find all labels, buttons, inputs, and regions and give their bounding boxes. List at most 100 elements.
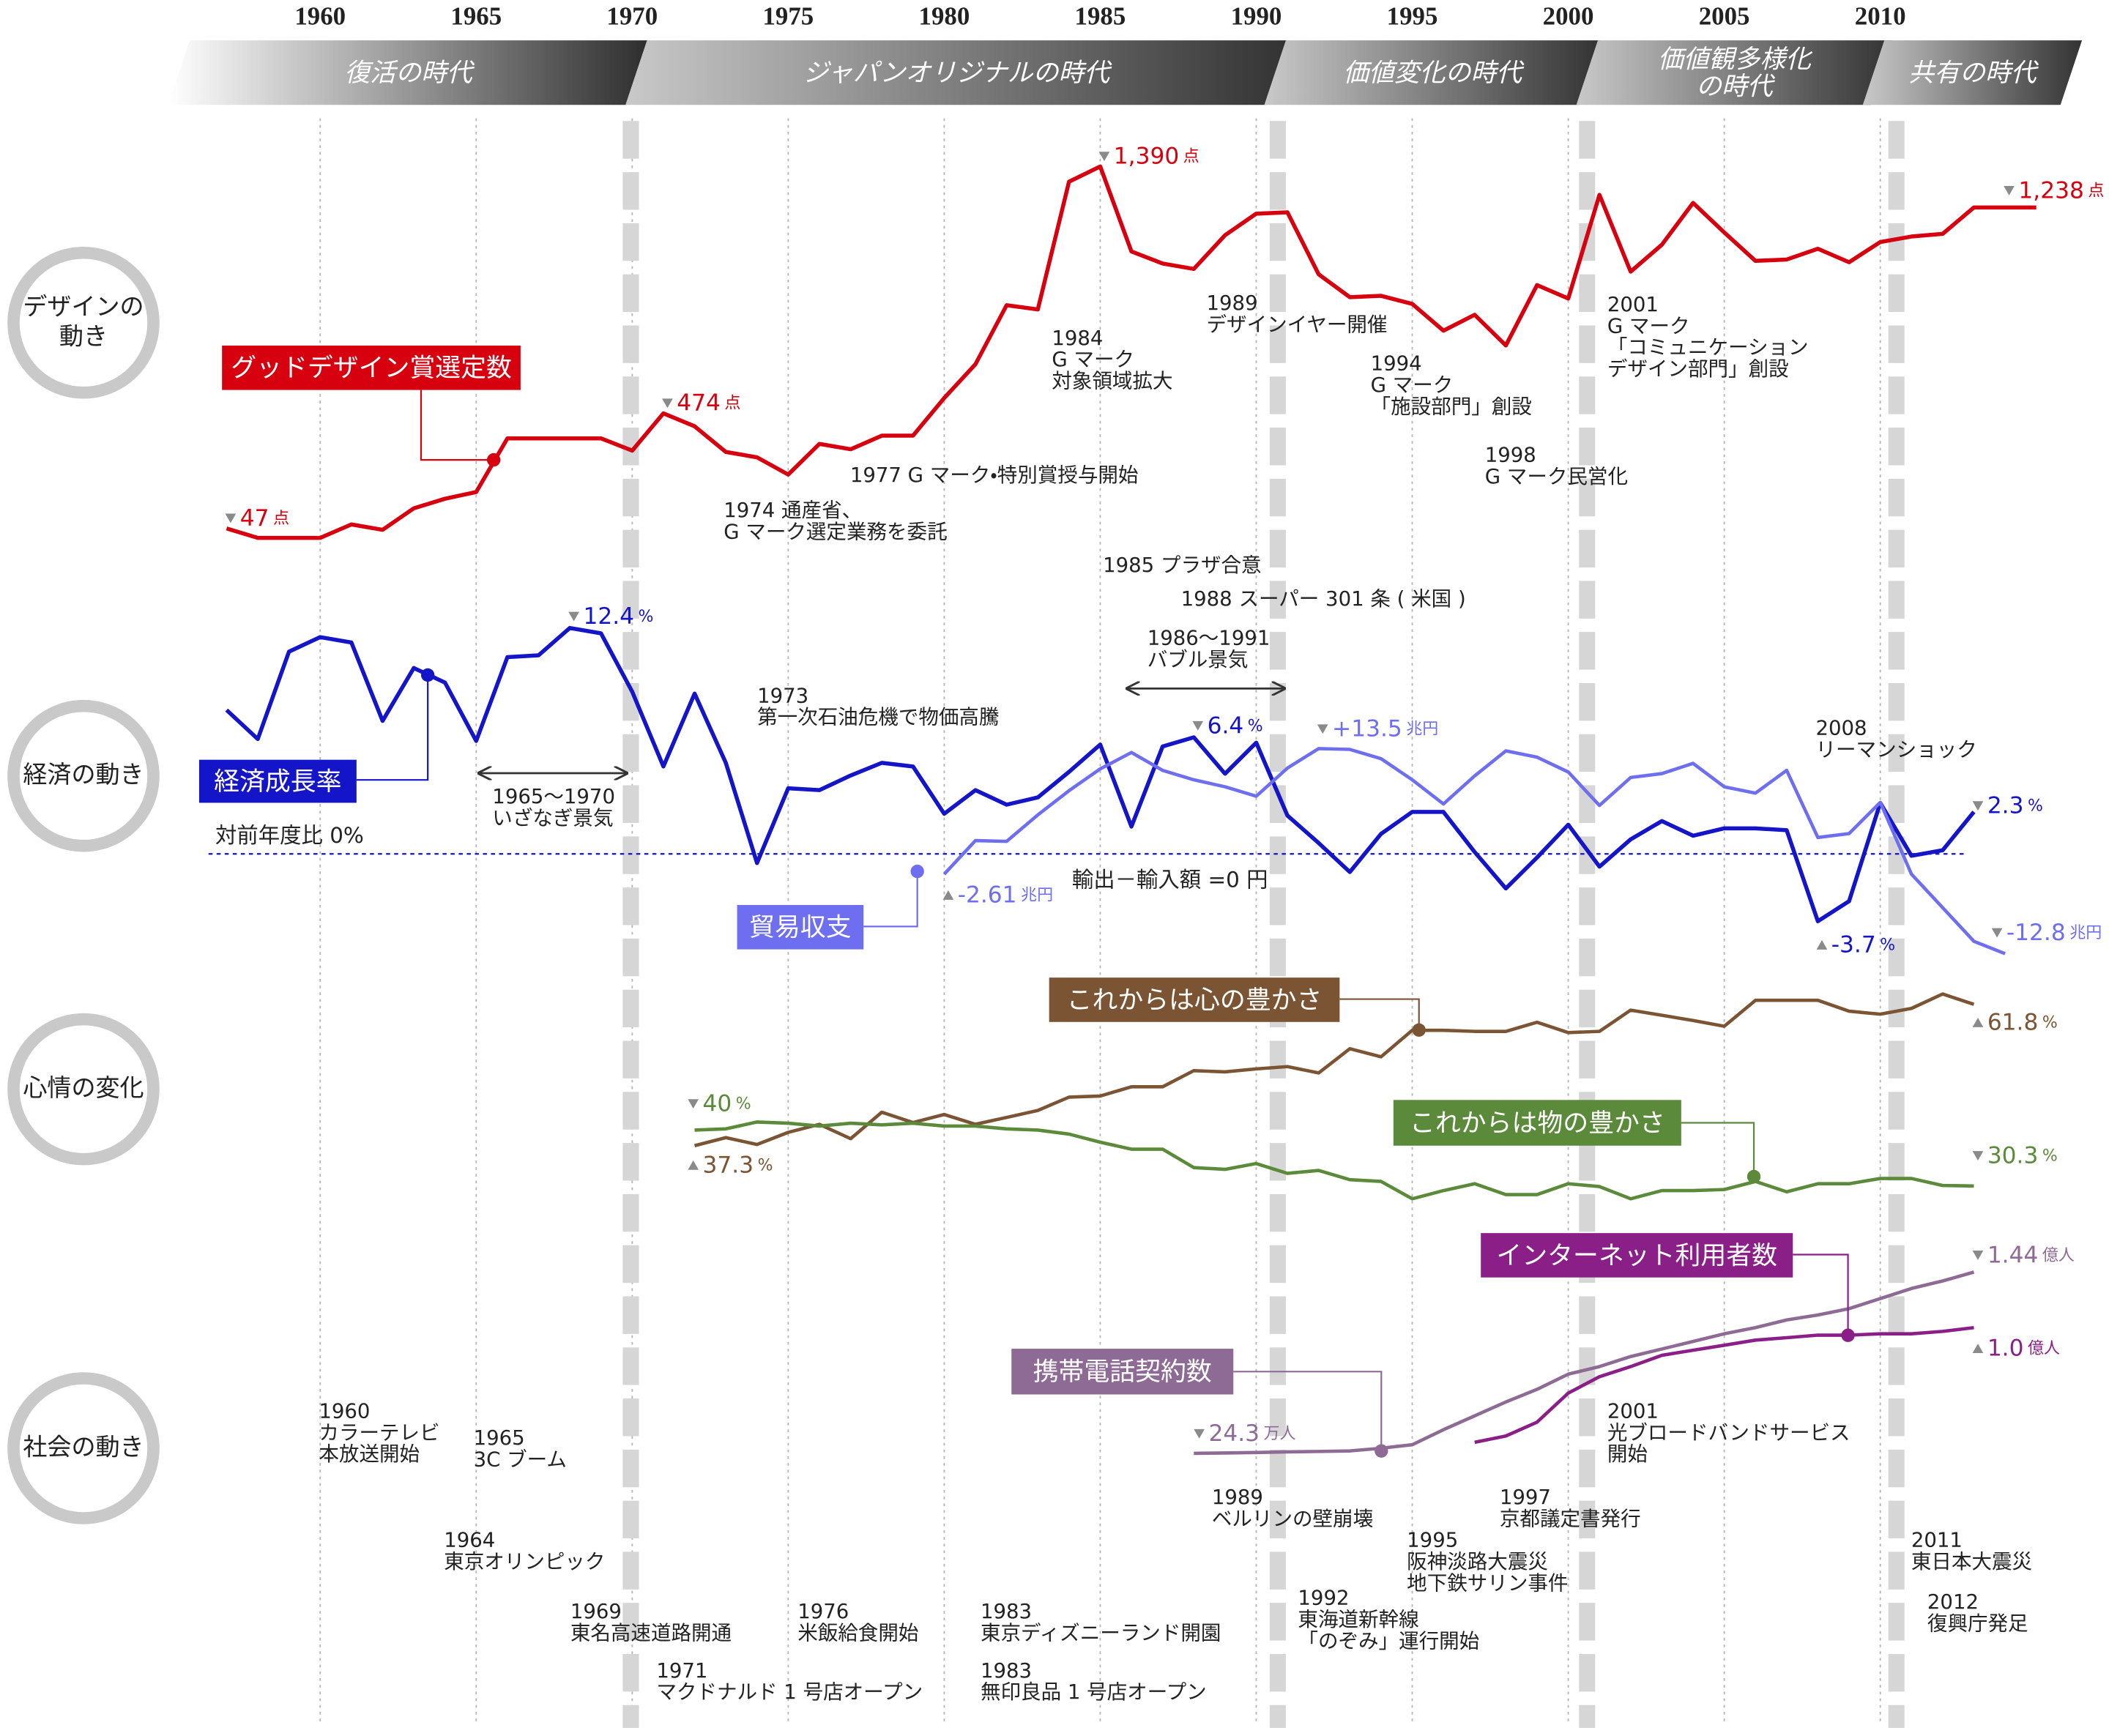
annotation: G マーク: [1371, 373, 1454, 397]
value-label-unit: 万人: [1263, 1425, 1295, 1443]
value-marker: [688, 1160, 699, 1170]
value-marker: [1317, 724, 1328, 734]
annotation: G マーク: [1052, 348, 1134, 371]
annotation: カラーテレビ: [319, 1421, 439, 1445]
value-label-unit: %: [2042, 1147, 2058, 1165]
annotation: 「コミュニケーション: [1607, 336, 1809, 360]
x-tick-label: 1965: [450, 2, 502, 31]
era-label: の時代: [1696, 72, 1776, 101]
annotation: 対象領域拡大: [1052, 370, 1172, 393]
annotation: デザイン部門」創設: [1607, 357, 1789, 381]
era-label: 復活の時代: [344, 59, 475, 88]
annotation: 1995: [1407, 1529, 1458, 1552]
legend-label: 貿易収支: [749, 913, 852, 942]
value-marker: [1991, 928, 2003, 938]
annotation: 1992: [1298, 1587, 1349, 1610]
row-ring: [7, 699, 160, 852]
annotation: 2001: [1607, 1399, 1659, 1423]
legend-label: グッドデザイン賞選定数: [231, 354, 512, 383]
annotation: 1983: [981, 1600, 1032, 1623]
x-tick-label: 1975: [762, 2, 814, 31]
annotation: 本放送開始: [319, 1442, 420, 1466]
value-label-number: 47: [240, 505, 269, 532]
annotation: 1976: [797, 1600, 849, 1623]
value-label-number: 474: [677, 390, 721, 417]
legend-box: [1011, 1349, 1234, 1395]
row-label: デザインの: [23, 292, 144, 321]
value-label: -3.7%: [1831, 931, 1895, 958]
reference-label: 対前年度比 0%: [215, 823, 364, 848]
annotation: 2001: [1607, 293, 1659, 316]
value-label: 6.4%: [1208, 712, 1263, 739]
value-label: 1,390 点: [1114, 144, 1199, 170]
annotation: 2008: [1815, 716, 1867, 740]
value-label: 2.3%: [1987, 793, 2043, 819]
annotation: 1965～1970: [492, 785, 615, 808]
annotation: 1960: [319, 1399, 370, 1423]
row-label: 心情の変化: [23, 1073, 144, 1102]
callout-dot: [486, 452, 501, 467]
callout-line: [1339, 998, 1420, 1030]
era-band: [1862, 40, 2083, 105]
annotation: 米飯給食開始: [797, 1621, 918, 1644]
value-marker: [225, 513, 237, 524]
annotation: 1988 スーパー 301 条 ( 米国 ): [1181, 587, 1466, 611]
era-band: [168, 40, 649, 105]
annotation: 1989: [1212, 1486, 1263, 1509]
annotation: 地下鉄サリン事件: [1407, 1571, 1568, 1595]
value-marker: [688, 1099, 699, 1109]
annotation: マクドナルド 1 号店オープン: [656, 1680, 923, 1704]
value-label-number: 61.8: [1987, 1009, 2039, 1035]
value-marker: [942, 890, 954, 900]
value-marker: [2004, 186, 2015, 195]
row-ring: [7, 1013, 160, 1166]
legend-box: [198, 759, 357, 803]
value-label-number: -2.61: [958, 882, 1017, 908]
value-label-number: 6.4: [1208, 712, 1244, 739]
x-tick-label: 1980: [919, 2, 970, 31]
value-label-unit: %: [2028, 797, 2043, 816]
value-label-number: 1,238: [2018, 177, 2083, 204]
annotation: 東京オリンピック: [444, 1550, 605, 1573]
callout-line: [420, 390, 494, 461]
annotation: 1983: [981, 1659, 1032, 1683]
value-label: 1.0 億人: [1987, 1335, 2060, 1362]
row-label: 動き: [59, 321, 108, 350]
row-label: 社会の動き: [23, 1432, 144, 1461]
callout-line: [356, 674, 429, 781]
value-label: 474 点: [677, 390, 740, 417]
annotation: 第一次石油危機で物価高騰: [757, 706, 999, 729]
x-tick-label: 2005: [1699, 2, 1750, 31]
value-label-unit: 億人: [2028, 1340, 2060, 1358]
reference-label: 輸出－輸入額 =0 円: [1072, 867, 1268, 892]
value-label-unit: 点: [724, 395, 740, 413]
annotation: デザインイヤー開催: [1207, 313, 1388, 336]
series-line: [225, 625, 1976, 923]
callout-dot: [420, 668, 435, 682]
value-label-unit: %: [638, 608, 653, 626]
legend-label: これからは物の豊かさ: [1410, 1109, 1665, 1138]
annotation: G マーク民営化: [1485, 465, 1628, 488]
legend-label: これからは心の豊かさ: [1067, 986, 1323, 1015]
annotation: 東名高速道路開通: [570, 1621, 732, 1644]
value-label-unit: %: [758, 1156, 773, 1174]
value-label-unit: 億人: [2042, 1246, 2075, 1264]
value-label-unit: 兆円: [2069, 924, 2102, 942]
main-layer: 1960 1965 1970 1975 1980 1985 1990 1995 2000 2005…: [7, 2, 2104, 1704]
annotation: 1994: [1371, 352, 1422, 376]
value-label: 37.3%: [703, 1152, 773, 1178]
value-label: 47 点: [240, 505, 289, 532]
series-line: [226, 164, 2037, 540]
value-label: 12.4%: [583, 603, 653, 630]
row-ring: [7, 1372, 160, 1524]
legend-box: [737, 905, 864, 950]
value-label-unit: 兆円: [1406, 720, 1438, 739]
value-label-unit: %: [2042, 1013, 2058, 1032]
value-label-number: 37.3: [703, 1152, 754, 1178]
annotation: 1977 G マーク・特別賞授与開始: [850, 463, 1139, 487]
annotation: 1984: [1052, 327, 1103, 350]
annotation: 1973: [757, 684, 808, 707]
value-label-number: 1,390: [1114, 144, 1179, 170]
value-label: 1,238 点: [2018, 177, 2104, 204]
annotation: 「施設部門」創設: [1371, 395, 1532, 418]
